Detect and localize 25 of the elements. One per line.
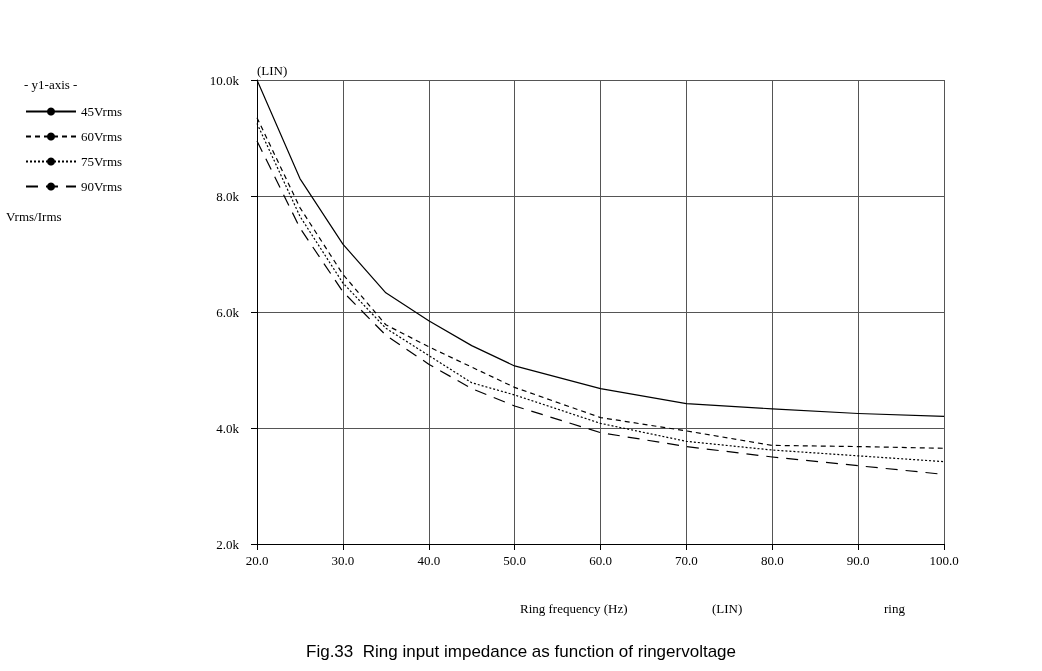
text: Vrms/Irms [6,209,62,224]
y-tick-label: 4.0k [216,420,240,436]
x-tick-label: 80.0 [760,553,784,568]
legend-title: - y1-axis - [24,77,78,92]
x-tick-label: 60.0 [589,553,612,568]
text: Fig.33 Ring input impedance as function of ringervoltage [306,642,736,661]
legend-label: 90Vrms [81,179,123,194]
x-tick-label: 50.0 [503,553,526,568]
text: (LIN) [712,601,743,616]
x-tick-label: 30.0 [331,553,355,568]
text: (LIN) [257,63,288,78]
legend-label: 75Vrms [81,154,123,169]
legend-label: 45Vrms [81,104,123,119]
x-tick-label: 70.0 [675,553,698,568]
legend-label: 60Vrms [81,129,123,144]
y-tick-label: 10.0k [209,72,240,88]
x-tick-label: 100.0 [929,553,959,568]
y-tick-label: 8.0k [216,188,240,204]
y-tick-label: 6.0k [216,304,240,320]
x-axis-title: Ring frequency (Hz) [520,601,628,616]
x-tick-label: 90.0 [846,553,870,568]
y-tick-label: 2.0k [216,536,240,552]
x-tick-label: 40.0 [417,553,441,568]
x-tick-label: 20.0 [245,553,269,568]
text: ring [884,601,906,616]
